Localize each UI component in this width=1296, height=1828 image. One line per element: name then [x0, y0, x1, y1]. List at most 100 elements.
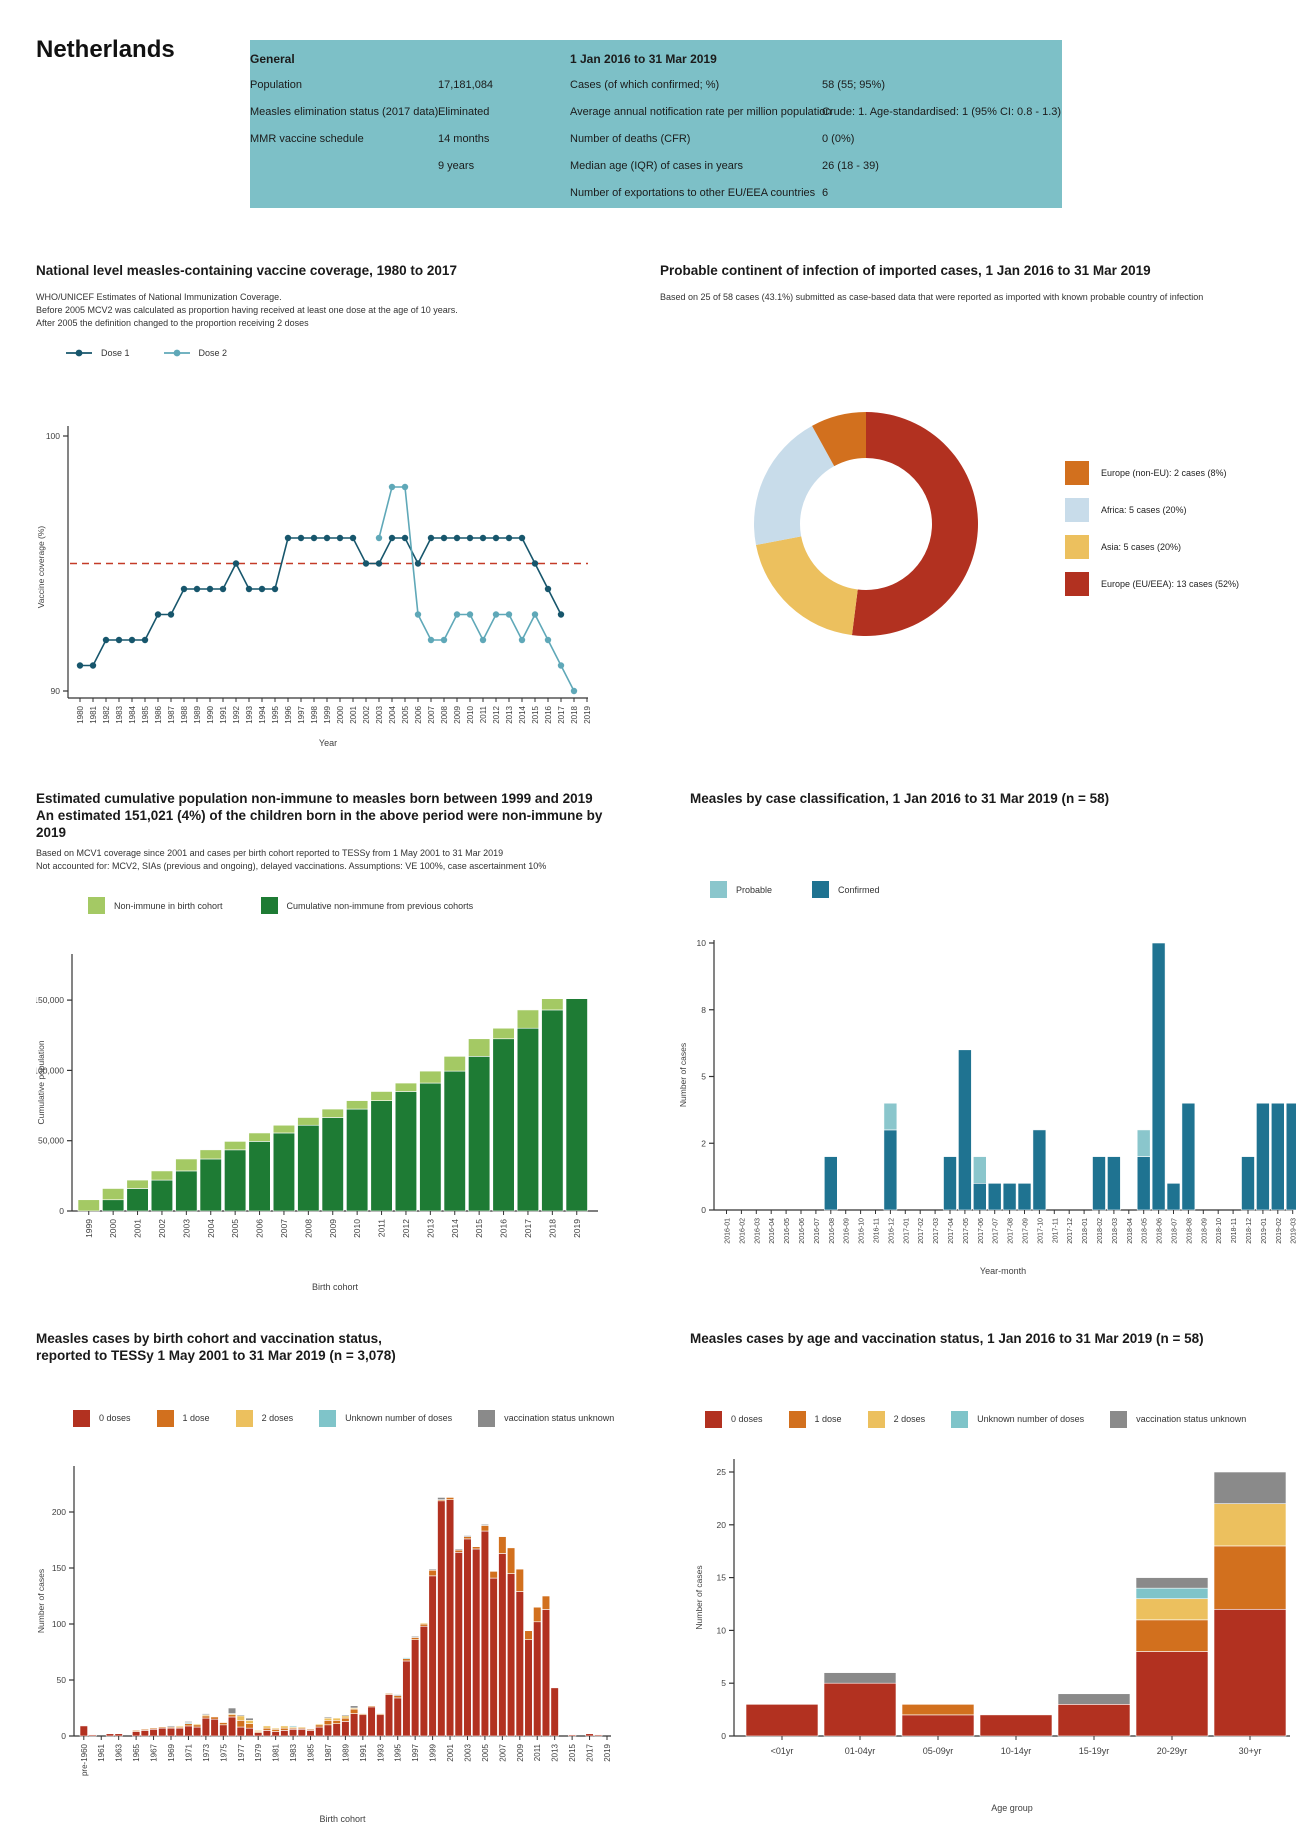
svg-text:2019-03: 2019-03: [1291, 1218, 1296, 1244]
case-classification-chart: Measles by case classification, 1 Jan 20…: [660, 790, 1296, 1282]
svg-text:2018-01: 2018-01: [1082, 1218, 1089, 1244]
svg-text:2016-01: 2016-01: [725, 1218, 732, 1244]
svg-text:1983: 1983: [115, 705, 124, 723]
svg-text:1969: 1969: [167, 1743, 176, 1761]
age-group-bar-plot: 0 5 10 15 20 25 <01yr 01-04yr 05-09yr 10-14yr 15-1…: [694, 1459, 1290, 1813]
chart-title-line2: An estimated 151,021 (4%) of the childre…: [36, 808, 603, 840]
svg-text:2001: 2001: [133, 1219, 143, 1238]
svg-text:2016-09: 2016-09: [844, 1218, 851, 1244]
legend-label: Africa: 5 cases (20%): [1101, 505, 1187, 515]
svg-text:Number of cases: Number of cases: [678, 1043, 688, 1107]
svg-text:2005: 2005: [401, 705, 410, 723]
legend-label: 2 doses: [893, 1414, 926, 1424]
svg-text:2016-06: 2016-06: [799, 1218, 806, 1244]
svg-text:2017: 2017: [586, 1743, 595, 1761]
svg-text:2018-08: 2018-08: [1186, 1218, 1193, 1244]
non-immune-chart: Estimated cumulative population non-immu…: [36, 790, 606, 1310]
svg-text:2016-03: 2016-03: [754, 1218, 761, 1244]
summary-value: 9 years: [438, 160, 475, 172]
svg-text:2016-05: 2016-05: [784, 1218, 791, 1244]
svg-text:2018-09: 2018-09: [1201, 1218, 1208, 1244]
svg-text:1981: 1981: [272, 1743, 281, 1761]
continent-donut: [754, 412, 978, 636]
legend-label: 1 dose: [814, 1414, 842, 1424]
svg-text:2010: 2010: [352, 1219, 362, 1238]
legend-label: Probable: [736, 884, 773, 895]
coverage-line-plot: 90 100 1980 1981 1982 1983 1984 1985 1986 1987 198…: [36, 426, 592, 748]
page-title: Netherlands: [36, 36, 175, 63]
svg-text:2009: 2009: [328, 1219, 338, 1238]
svg-text:2017-09: 2017-09: [1023, 1218, 1030, 1244]
svg-text:Age group: Age group: [991, 1803, 1033, 1813]
svg-text:90: 90: [51, 686, 61, 696]
svg-text:2016-11: 2016-11: [874, 1218, 881, 1243]
svg-text:Vaccine coverage (%): Vaccine coverage (%): [36, 526, 46, 609]
svg-text:1997: 1997: [411, 1743, 420, 1761]
svg-text:1993: 1993: [376, 1743, 385, 1761]
legend-item: Unknown number of doses: [951, 1410, 1084, 1428]
legend-item: Confirmed: [812, 881, 880, 898]
svg-text:1984: 1984: [128, 705, 137, 723]
svg-text:2013: 2013: [505, 705, 514, 723]
svg-text:2011: 2011: [533, 1743, 542, 1761]
chart-title: National level measles-containing vaccin…: [36, 263, 457, 278]
legend-item: 0 doses: [705, 1410, 763, 1428]
svg-text:2017-04: 2017-04: [948, 1218, 955, 1244]
summary-value: 0 (0%): [822, 133, 855, 145]
birth-cohort-chart: Measles cases by birth cohort and vaccin…: [36, 1330, 616, 1828]
svg-text:2016: 2016: [499, 1219, 509, 1238]
svg-text:Birth cohort: Birth cohort: [319, 1814, 366, 1824]
svg-text:1967: 1967: [150, 1743, 159, 1761]
svg-text:1973: 1973: [202, 1743, 211, 1761]
svg-text:1990: 1990: [206, 705, 215, 723]
svg-text:2010: 2010: [466, 705, 475, 723]
svg-text:2017-06: 2017-06: [978, 1218, 985, 1244]
legend-label: 1 dose: [182, 1413, 210, 1423]
svg-text:2003: 2003: [375, 705, 384, 723]
legend-item: vaccination status unknown: [478, 1409, 615, 1427]
svg-text:2017: 2017: [523, 1219, 533, 1238]
legend-swatch-icon: [88, 897, 105, 914]
svg-text:Number of cases: Number of cases: [694, 1565, 704, 1629]
svg-text:Cumulative population: Cumulative population: [36, 1040, 46, 1124]
summary-label: Cases (of which confirmed; %): [570, 79, 720, 91]
svg-text:1989: 1989: [341, 1743, 350, 1761]
svg-text:1997: 1997: [297, 705, 306, 723]
svg-text:<01yr: <01yr: [771, 1746, 794, 1756]
svg-text:2018-12: 2018-12: [1246, 1218, 1253, 1244]
svg-text:2018-03: 2018-03: [1112, 1218, 1119, 1244]
svg-text:1979: 1979: [254, 1743, 263, 1761]
non-immune-bar-plot: 0 50,000 100,000 150,000 1999 2000 2001 2002 200…: [36, 954, 598, 1292]
svg-text:05-09yr: 05-09yr: [923, 1746, 954, 1756]
svg-text:2018-04: 2018-04: [1127, 1218, 1134, 1244]
legend-item: 1 dose: [788, 1410, 842, 1428]
svg-text:0: 0: [701, 1205, 706, 1215]
svg-text:2017-08: 2017-08: [1008, 1218, 1015, 1244]
svg-text:50: 50: [57, 1675, 67, 1685]
legend-label: Asia: 5 cases (20%): [1101, 542, 1182, 552]
legend-swatch-icon: [319, 1409, 337, 1427]
legend-item: 2 doses: [235, 1409, 293, 1427]
svg-text:1987: 1987: [167, 705, 176, 723]
chart-subtitle: Not accounted for: MCV2, SIAs (previous …: [36, 861, 547, 871]
legend-swatch-icon: [710, 881, 727, 898]
summary-label: MMR vaccine schedule: [250, 133, 364, 145]
svg-text:5: 5: [721, 1678, 726, 1688]
legend-line-dot-icon: [163, 349, 190, 357]
summary-label: Population: [250, 79, 302, 91]
svg-text:1996: 1996: [284, 705, 293, 723]
svg-text:1980: 1980: [76, 705, 85, 723]
svg-text:2019-01: 2019-01: [1261, 1218, 1268, 1244]
legend-swatch-icon: [812, 881, 830, 898]
svg-text:10-14yr: 10-14yr: [1001, 1746, 1032, 1756]
legend-label: vaccination status unknown: [504, 1413, 615, 1423]
legend-label: 0 doses: [99, 1413, 131, 1423]
svg-text:2017-12: 2017-12: [1067, 1218, 1074, 1244]
svg-text:2004: 2004: [388, 705, 397, 723]
svg-text:2019: 2019: [603, 1743, 612, 1761]
svg-text:2014: 2014: [450, 1219, 460, 1238]
svg-text:2003: 2003: [463, 1743, 472, 1761]
svg-text:2005: 2005: [230, 1219, 240, 1238]
legend-label: 0 doses: [731, 1414, 763, 1424]
svg-text:1981: 1981: [89, 705, 98, 723]
